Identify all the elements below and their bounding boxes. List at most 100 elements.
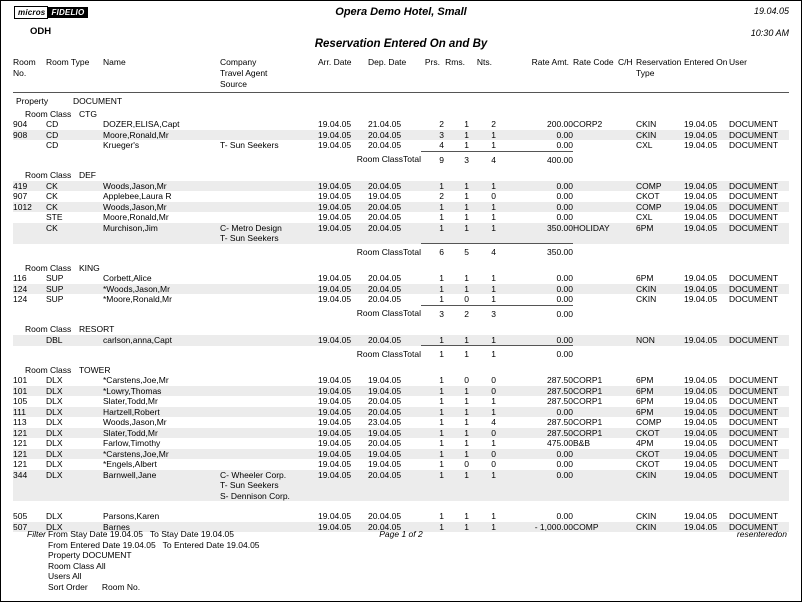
cell-dep: 20.04.05 (368, 140, 402, 150)
property-row-cell: Property DOCUMENT (13, 93, 789, 107)
cell-dep: 20.04.05 (368, 222, 402, 233)
cell-nts: 0 (491, 427, 496, 438)
room-class-label: Room Class (25, 364, 72, 375)
cell-name: Hartzell,Robert (103, 406, 160, 417)
cell-nts: 1 (491, 511, 496, 521)
cell-prs: 4 (439, 140, 444, 150)
cell-dep: 20.04.05 (368, 201, 402, 212)
cell-resv-type: CKOT (636, 448, 660, 459)
cell-rate-amt: 0.00 (556, 469, 573, 480)
reservation-row: 121 DLX Farlow,Timothy 19.04.05 20.04.05 1 1 1 4… (13, 438, 789, 449)
property-code: ODH (30, 26, 52, 37)
cell-arr: 19.04.05 (318, 385, 352, 396)
cell-rate-amt: 0.00 (556, 201, 573, 212)
cell-nts: 1 (491, 140, 496, 150)
cell-rate-code (573, 294, 618, 305)
cell-rms: 1 (464, 140, 469, 150)
cell-room-type: DLX (46, 427, 63, 438)
cell-resv-type: CKIN (636, 294, 657, 304)
room-class-header: Room Class TOWER (13, 360, 789, 376)
reservation-row: CK Murchison,Jim C- Metro Design T- Sun See… (13, 222, 789, 244)
cell-nts: 1 (491, 129, 496, 140)
room-class-total-row: Room ClassTotal 6 5 4 350.00 (13, 243, 789, 258)
cell-user: DOCUMENT (729, 448, 779, 459)
cell-user: DOCUMENT (729, 459, 779, 469)
cell-dep: 19.04.05 (368, 191, 402, 201)
cell-prs: 1 (439, 448, 444, 459)
total-rms: 3 (444, 150, 469, 165)
cell-room-no: 124 (13, 294, 28, 304)
room-class-label: Room Class (25, 262, 72, 273)
cell-rate-code (573, 273, 618, 284)
cell-entered-on: 19.04.05 (684, 201, 718, 212)
total-rate-amt: 0.00 (496, 304, 573, 319)
cell-room-type: DLX (46, 375, 63, 385)
cell-ch (618, 294, 636, 305)
cell-rms: 1 (464, 417, 469, 427)
total-nts: 3 (469, 304, 496, 319)
cell-dep: 19.04.05 (368, 459, 402, 469)
cell-company (220, 417, 318, 428)
cell-room-type: CD (46, 140, 59, 150)
cell-arr: 19.04.05 (318, 427, 352, 438)
cell-room-type: STE (46, 212, 63, 222)
cell-rms: 1 (464, 469, 469, 480)
cell-prs: 1 (439, 385, 444, 396)
cell-name: *Carstens,Joe,Mr (103, 448, 169, 459)
cell-ch (618, 470, 636, 502)
cell-company (220, 511, 318, 522)
cell-name: Murchison,Jim (103, 222, 158, 233)
col-room-type: Room Type (46, 57, 103, 93)
total-prs: 1 (421, 345, 444, 360)
cell-nts: 1 (491, 521, 496, 532)
total-rate-amt: 0.00 (496, 345, 573, 360)
cell-arr: 19.04.05 (318, 459, 352, 469)
report-footer: Filter From Stay Date 19.04.05 To Stay D… (13, 528, 789, 596)
cell-ch (618, 449, 636, 460)
cell-resv-type: 6PM (636, 406, 654, 417)
cell-room-no: 111 (13, 406, 26, 417)
cell-entered-on: 19.04.05 (684, 140, 718, 150)
cell-entered-on: 19.04.05 (684, 222, 718, 233)
cell-rate-code: CORP1 (573, 385, 603, 396)
col-user: User (729, 57, 789, 93)
cell-rms: 1 (464, 448, 469, 459)
cell-resv-type: 6PM (636, 375, 654, 385)
cell-ch (618, 191, 636, 202)
cell-arr: 19.04.05 (318, 283, 352, 294)
cell-ch (618, 417, 636, 428)
cell-user: DOCUMENT (729, 385, 779, 396)
cell-resv-type: 6PM (636, 385, 654, 396)
total-prs: 3 (421, 304, 444, 319)
cell-dep: 20.04.05 (368, 406, 402, 417)
cell-rate-code (573, 407, 618, 418)
cell-company (220, 335, 318, 346)
cell-company (220, 191, 318, 202)
cell-company (220, 202, 318, 213)
cell-arr: 19.04.05 (318, 469, 352, 480)
cell-rate-code: CORP2 (573, 119, 603, 129)
cell-nts: 1 (491, 334, 496, 345)
col-room-no: Room No. (13, 57, 46, 93)
reservation-row: 111 DLX Hartzell,Robert 19.04.05 20.04.05 1 1 1… (13, 406, 789, 418)
cell-resv-type: NON (636, 334, 655, 345)
cell-company (220, 294, 318, 305)
cell-rate-amt: 0.00 (556, 191, 573, 201)
cell-rate-code (573, 470, 618, 502)
cell-dep: 20.04.05 (368, 396, 402, 406)
cell-room-type: DLX (46, 448, 63, 459)
cell-rate-code: CORP1 (573, 396, 603, 406)
cell-user: DOCUMENT (729, 201, 779, 212)
cell-rms: 1 (464, 521, 469, 532)
cell-rms: 1 (464, 511, 469, 521)
cell-rate-code (573, 181, 618, 192)
total-rms: 5 (444, 243, 469, 258)
cell-entered-on: 19.04.05 (684, 417, 718, 427)
cell-company (220, 212, 318, 223)
cell-arr: 19.04.05 (318, 129, 352, 140)
cell-ch (618, 407, 636, 418)
cell-user: DOCUMENT (729, 294, 779, 304)
cell-user: DOCUMENT (729, 212, 779, 222)
cell-rms: 1 (464, 129, 469, 140)
reservation-row: 419 CK Woods,Jason,Mr 19.04.05 20.04.05 1 1 1 0.… (13, 180, 789, 192)
